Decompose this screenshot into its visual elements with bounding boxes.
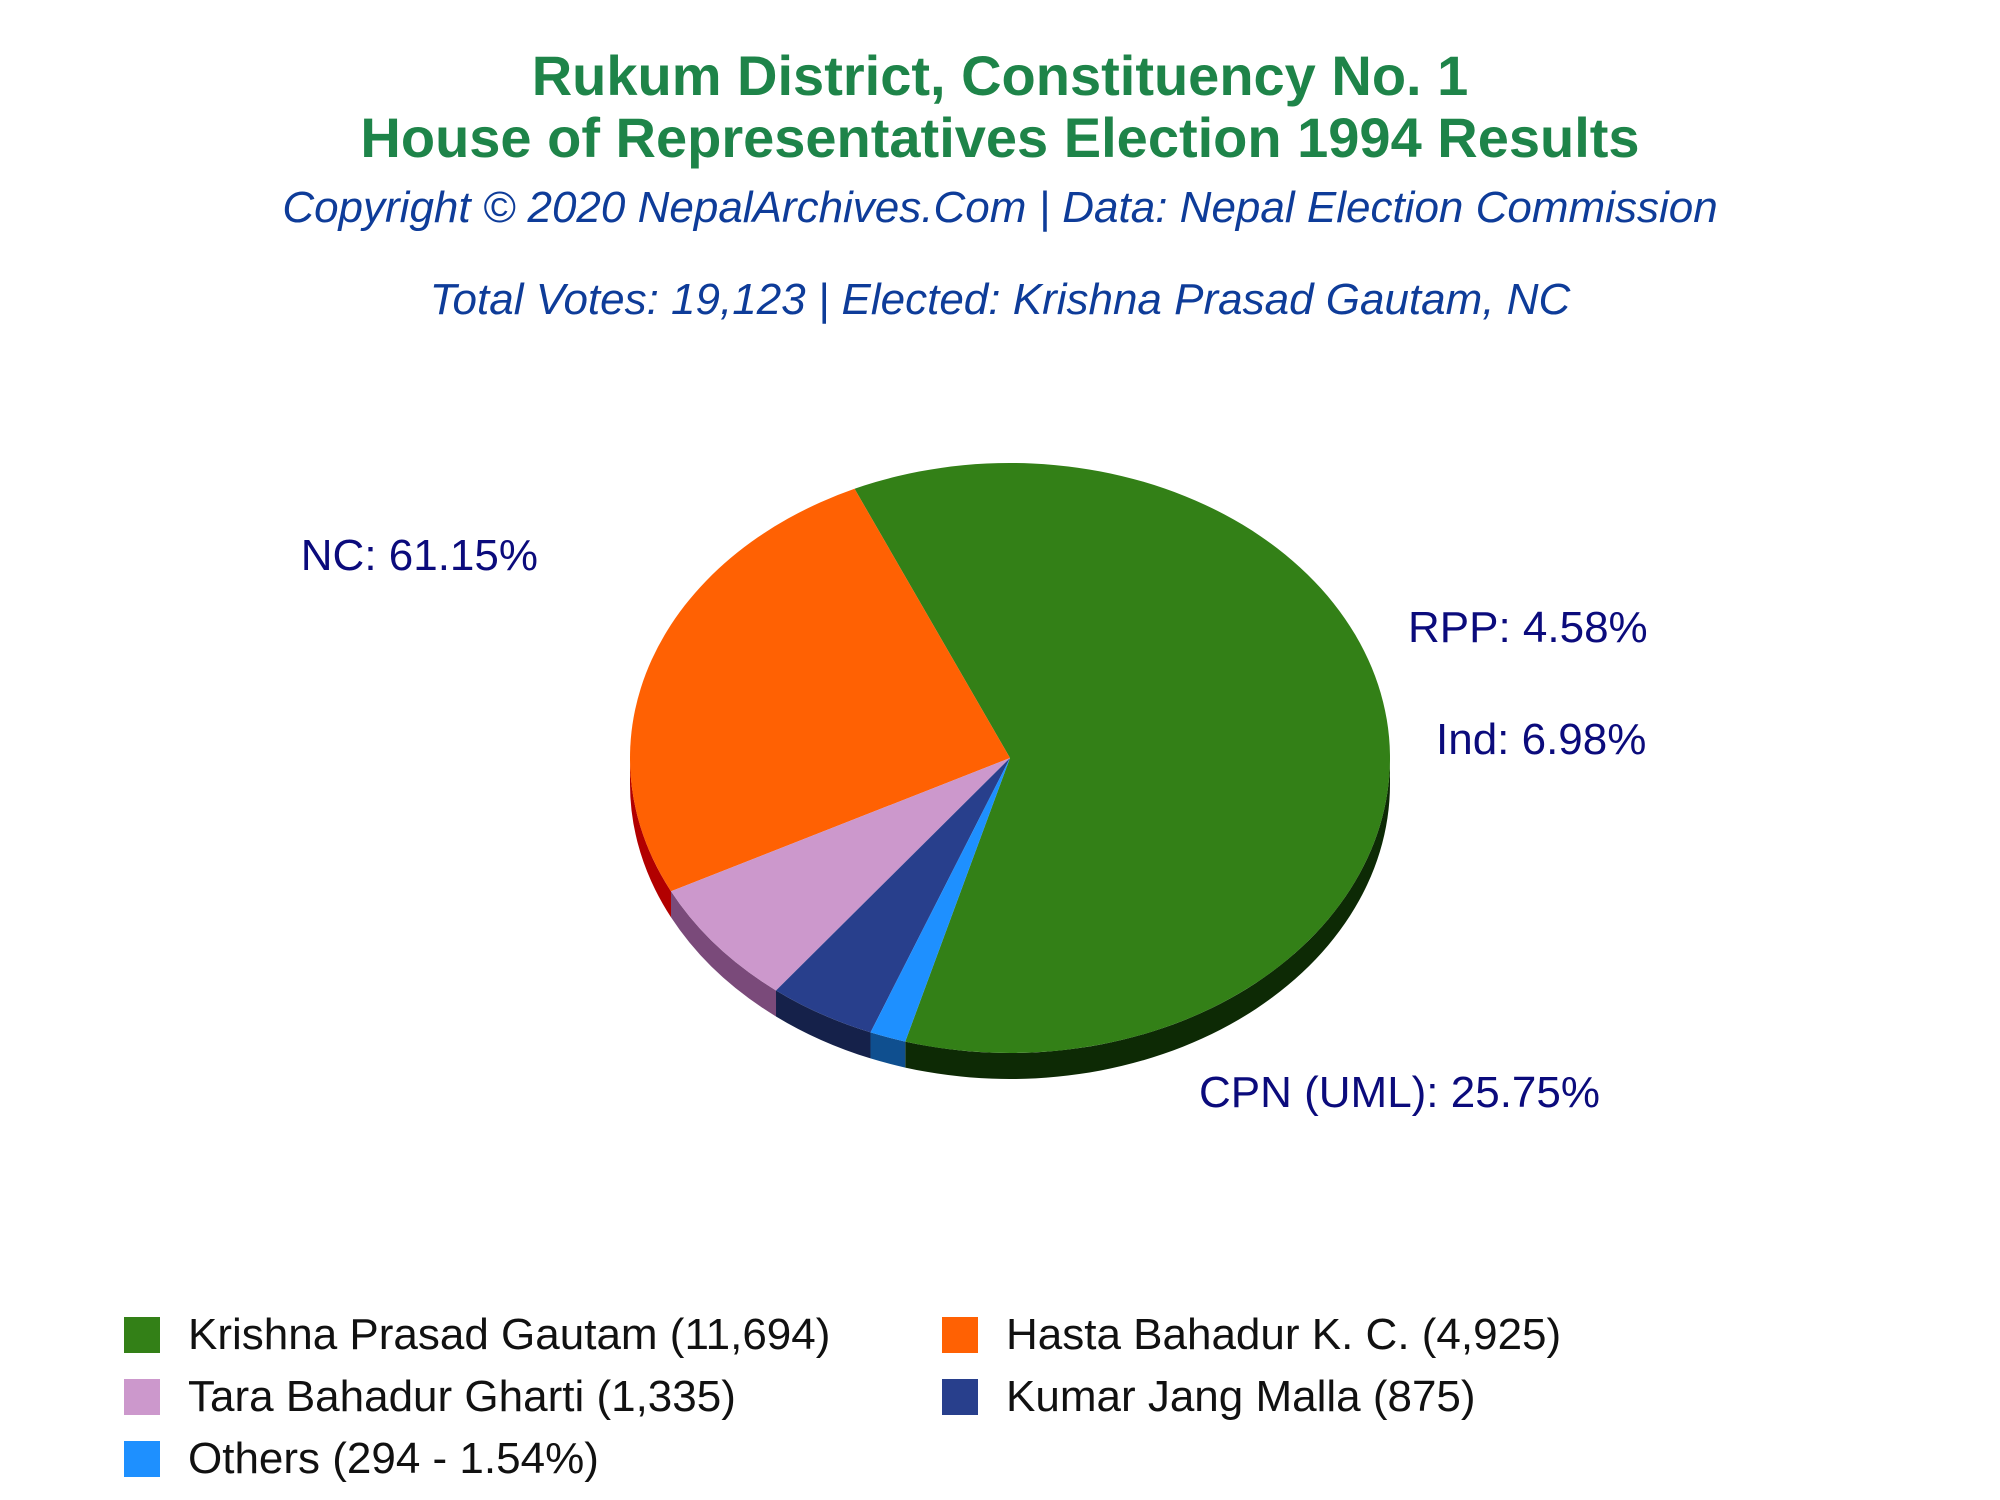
legend-swatch [124, 1441, 160, 1477]
chart-title-line-2: House of Representatives Election 1994 R… [360, 106, 1640, 169]
legend-label: Others (294 - 1.54%) [188, 1434, 599, 1483]
slice-label-0: NC: 61.15% [301, 531, 538, 580]
legend-label: Kumar Jang Malla (875) [1006, 1372, 1476, 1421]
legend-label: Krishna Prasad Gautam (11,694) [188, 1310, 831, 1359]
pie-slice-3 [776, 758, 1010, 1033]
legend-label: Hasta Bahadur K. C. (4,925) [1006, 1310, 1562, 1359]
pie-slice-side-3 [776, 990, 871, 1059]
legend-swatch [942, 1379, 978, 1415]
legend-swatch [124, 1379, 160, 1415]
pie-slice-side-0 [905, 758, 1390, 1079]
chart-subtitle: Copyright © 2020 NepalArchives.Com | Dat… [282, 183, 1718, 232]
slice-label-2: Ind: 6.98% [1436, 715, 1646, 764]
chart-subtitle-line-2: Total Votes: 19,123 | Elected: Krishna P… [429, 275, 1571, 324]
pie-slice-side-1 [630, 758, 671, 918]
pie-slice-1 [629, 488, 1010, 892]
legend-swatch [124, 1317, 160, 1353]
legend-label: Tara Bahadur Gharti (1,335) [188, 1372, 736, 1421]
pie-slice-side-2 [671, 891, 777, 1017]
legend-swatch [942, 1317, 978, 1353]
pie-slice-4 [870, 758, 1010, 1042]
slice-label-1: CPN (UML): 25.75% [1199, 1068, 1600, 1117]
pie-slice-side-4 [870, 1032, 906, 1068]
slice-label-3: RPP: 4.58% [1408, 603, 1648, 652]
chart-title: Rukum District, Constituency No. 1 [531, 44, 1469, 107]
pie-slice-2 [671, 758, 1010, 991]
pie-slice-0 [854, 462, 1391, 1053]
